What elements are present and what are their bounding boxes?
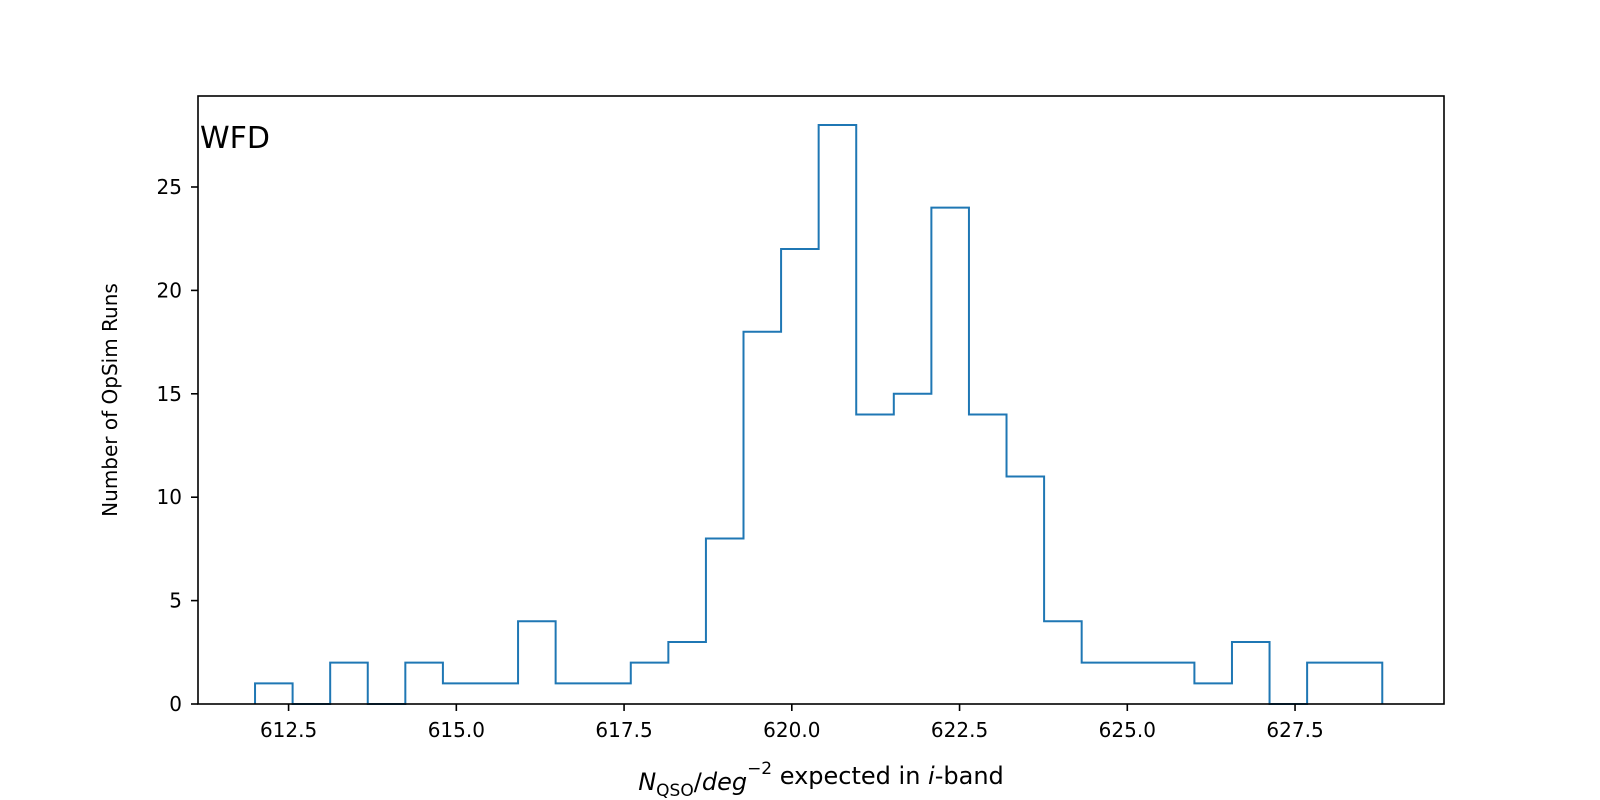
x-tick-label: 617.5	[595, 718, 652, 742]
x-axis-label-part: QSO	[656, 781, 694, 800]
x-tick-label: 620.0	[763, 718, 820, 742]
x-axis-label-part: N	[638, 768, 656, 796]
y-tick-label: 0	[169, 692, 182, 716]
x-tick-label: 625.0	[1099, 718, 1156, 742]
x-axis-ticks: 612.5 615.0 617.5 620.0 622.5 625.0 627.5	[260, 704, 1324, 742]
x-axis-label-part: −2	[747, 759, 772, 779]
x-axis-label-part: expected in	[772, 762, 928, 790]
plot-frame	[197, 95, 1445, 705]
x-tick-label: 612.5	[260, 718, 317, 742]
x-tick-label: 615.0	[428, 718, 485, 742]
x-tick-label: 627.5	[1266, 718, 1323, 742]
histogram-step-line	[254, 123, 1384, 705]
plot-area	[198, 96, 1444, 704]
panel-annotation: WFD	[200, 121, 270, 156]
y-axis-ticks: 0 5 10 15 20 25	[157, 175, 198, 716]
x-axis-label-part: /	[694, 768, 703, 796]
x-axis-label-part: -band	[935, 762, 1004, 790]
y-tick-label: 5	[169, 589, 182, 613]
x-axis-label: NQSO/deg−2 expected in i-band	[638, 759, 1004, 800]
x-axis-label-part: i	[928, 762, 935, 790]
x-tick-label: 622.5	[931, 718, 988, 742]
y-tick-label: 20	[157, 278, 182, 302]
y-tick-label: 25	[157, 175, 182, 199]
y-axis-label: Number of OpSim Runs	[98, 283, 122, 517]
y-tick-label: 10	[157, 485, 182, 509]
x-axis-label-part: deg	[702, 768, 747, 796]
y-tick-label: 15	[157, 382, 182, 406]
